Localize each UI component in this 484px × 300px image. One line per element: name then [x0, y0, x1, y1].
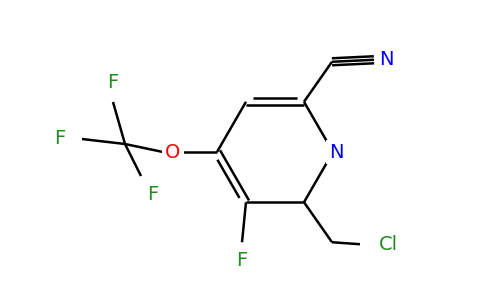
Text: O: O [166, 142, 181, 161]
Text: F: F [236, 251, 248, 270]
Text: N: N [329, 142, 343, 161]
Text: Cl: Cl [378, 235, 397, 254]
Text: F: F [54, 130, 66, 148]
Text: F: F [107, 73, 119, 92]
Text: F: F [147, 184, 159, 203]
Text: N: N [379, 50, 393, 69]
